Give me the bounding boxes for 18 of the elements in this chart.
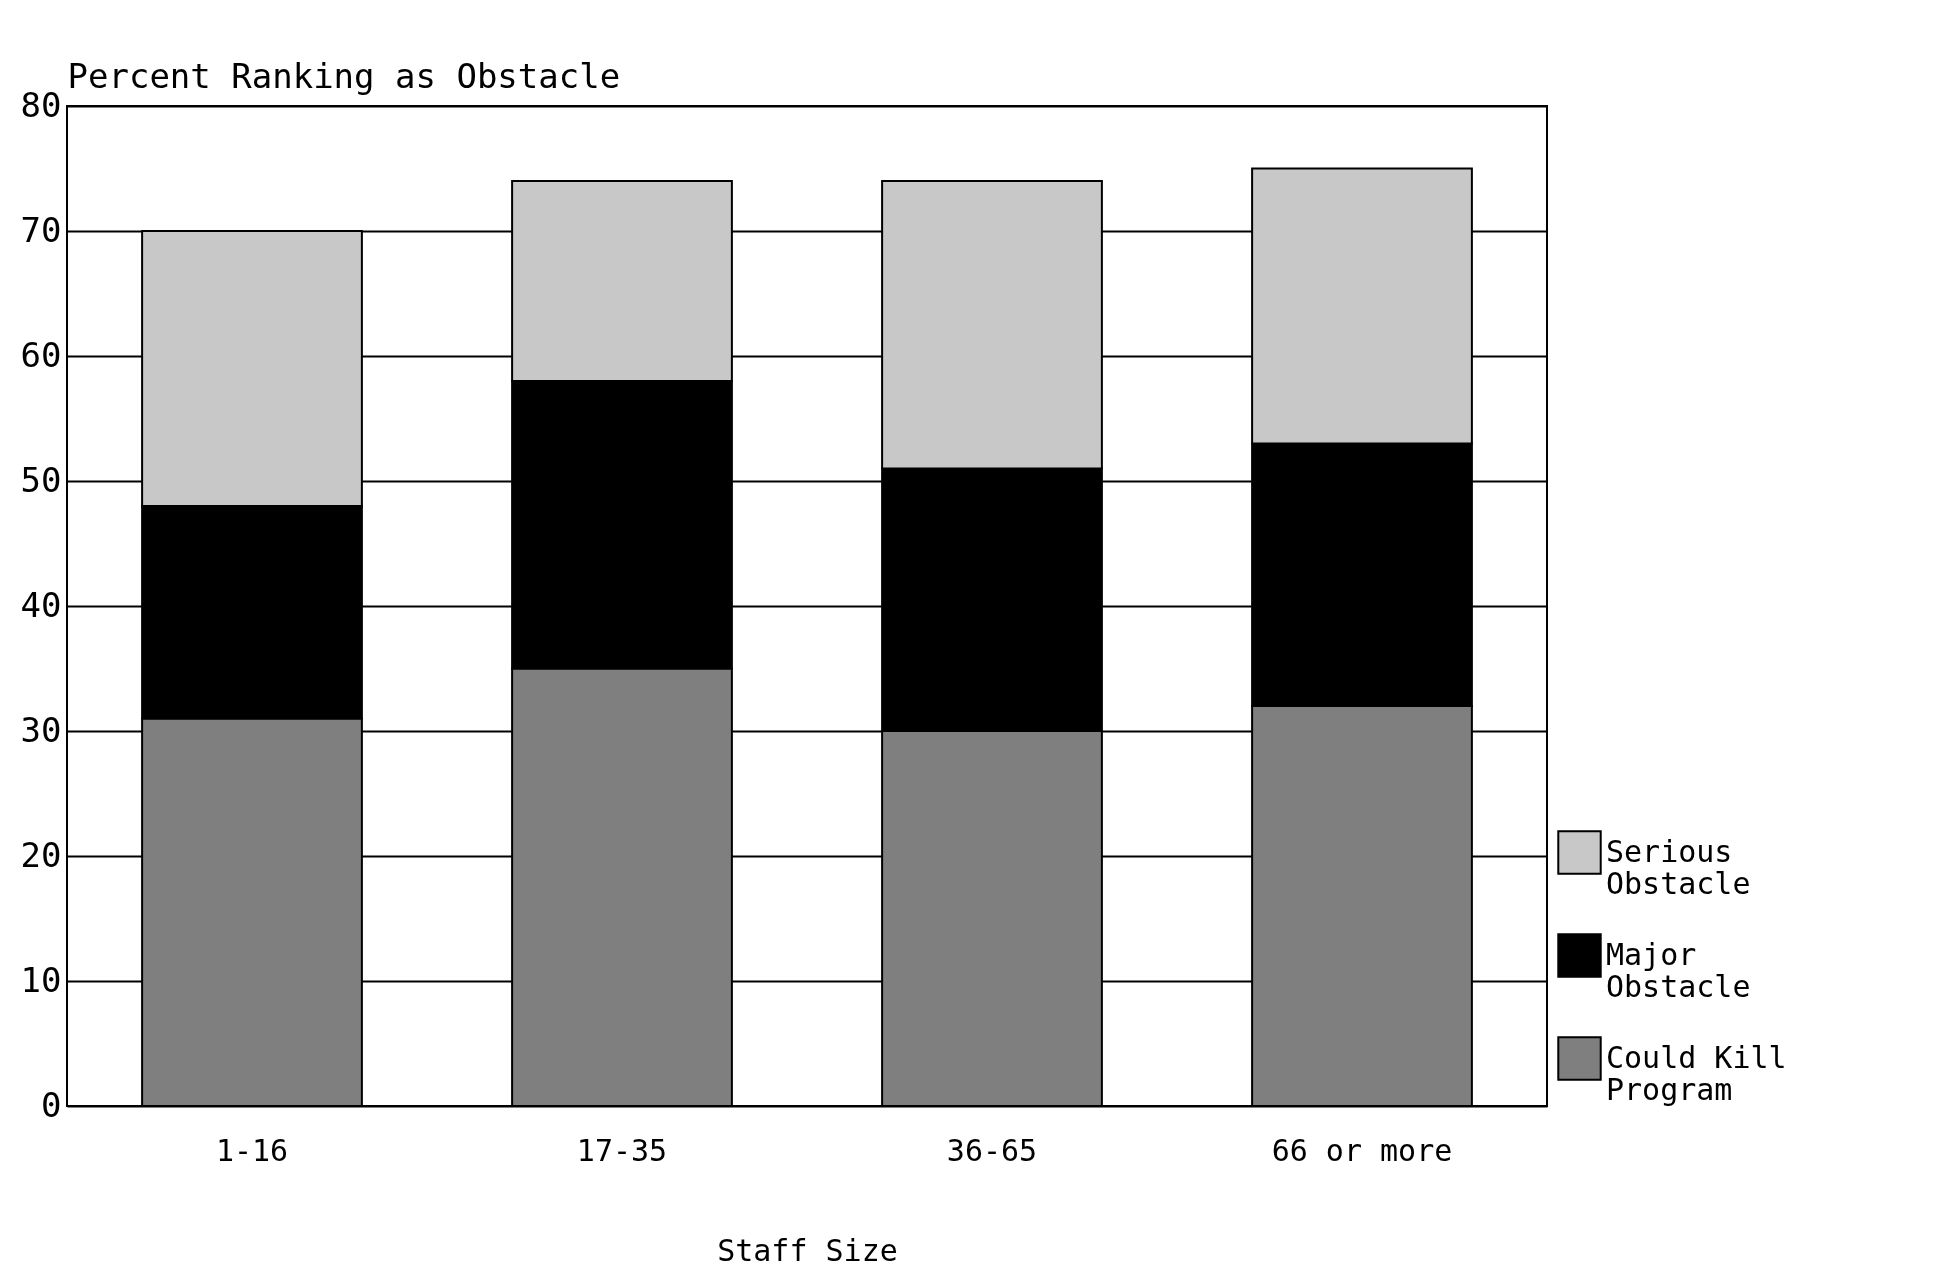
y-tick-label: 70 (20, 209, 62, 250)
legend-label: Major Obstacle (1606, 936, 1751, 1004)
legend-label: Serious Obstacle (1606, 833, 1751, 901)
y-tick-label: 50 (20, 459, 62, 500)
y-tick-label: 80 (20, 84, 62, 125)
y-axis-title: Percent Ranking as Obstacle (67, 55, 621, 96)
y-tick-label: 20 (20, 834, 62, 875)
legend-label: Could Kill Program (1606, 1039, 1787, 1107)
y-tick-label: 60 (20, 334, 62, 375)
y-tick-label: 10 (20, 959, 62, 1000)
x-axis-title: Staff Size (717, 1232, 898, 1268)
x-tick-label: 66 or more (1271, 1132, 1453, 1168)
y-tick-label: 40 (20, 584, 62, 625)
x-tick-label: 17-35 (576, 1132, 668, 1168)
x-tick-label: 1-16 (215, 1132, 289, 1168)
x-tick-label: 36-65 (946, 1132, 1038, 1168)
y-tick-label: 0 (41, 1084, 62, 1125)
y-tick-label: 30 (20, 709, 62, 750)
